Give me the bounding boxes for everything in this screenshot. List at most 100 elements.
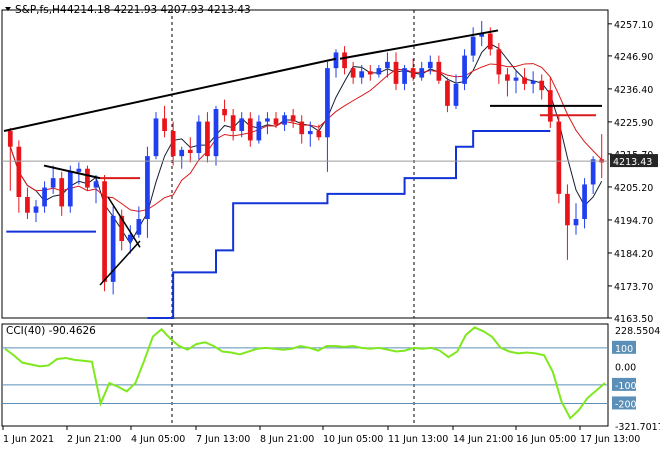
candle <box>342 46 347 75</box>
price-tick-label: 4257.10 <box>614 20 653 31</box>
candle <box>119 209 125 251</box>
candle-body <box>145 156 150 219</box>
candle <box>145 146 150 238</box>
price-tick-label: 4205.20 <box>614 183 653 194</box>
candle <box>265 112 270 135</box>
current-price-label: 4213.43 <box>613 157 652 168</box>
candle-body <box>290 115 296 122</box>
price-tick-label: 4173.70 <box>614 282 653 293</box>
price-tick-label: 4236.40 <box>614 85 653 96</box>
cci-tick-label: 228.5504 <box>615 326 660 337</box>
candle <box>427 55 433 75</box>
candle-body <box>205 121 210 157</box>
candle <box>376 65 382 78</box>
candle-body <box>333 52 339 69</box>
candle <box>93 175 99 204</box>
cci-panel <box>1 323 609 427</box>
candle-body <box>127 234 133 241</box>
candle-body <box>230 115 236 131</box>
support-step-line <box>147 130 551 319</box>
candle <box>179 146 185 169</box>
candle <box>325 61 330 172</box>
candle-body <box>342 52 347 69</box>
candle <box>247 112 253 147</box>
cci-tick-label: -321.7017 <box>615 422 660 433</box>
candle <box>196 115 202 160</box>
time-tick-label: 1 Jun 2021 <box>3 434 54 445</box>
candle <box>367 65 373 81</box>
candle-body <box>110 215 116 282</box>
candle <box>556 115 562 204</box>
candle-body <box>556 121 562 194</box>
candle-body <box>385 61 390 69</box>
candle-body <box>179 149 185 157</box>
candle <box>393 52 399 91</box>
candle <box>513 71 519 94</box>
candle-body <box>590 159 596 185</box>
candle <box>162 105 167 138</box>
time-tick-label: 4 Jun 05:00 <box>131 434 185 445</box>
candle-body <box>436 61 442 81</box>
candle-body <box>367 71 373 75</box>
candle-body <box>102 181 107 282</box>
price-tick-label: 4163.50 <box>614 314 653 325</box>
wedge-top-line <box>43 164 101 180</box>
candle <box>307 121 313 147</box>
candle-body <box>376 68 382 75</box>
candle <box>110 206 116 295</box>
candle <box>273 112 279 128</box>
candle <box>25 187 30 219</box>
candle <box>530 71 536 94</box>
candle <box>102 175 107 292</box>
upper-trendline <box>3 57 337 132</box>
candle-body <box>582 184 587 219</box>
time-tick-label: 10 Jun 05:00 <box>323 434 383 445</box>
candle <box>153 112 159 160</box>
candle <box>85 165 90 191</box>
candle-body <box>256 121 262 141</box>
candle <box>239 112 245 138</box>
cci-tick-label: -200 <box>615 399 637 410</box>
candle-body <box>470 36 476 56</box>
candle-body <box>16 146 22 197</box>
candle <box>419 61 425 81</box>
candle-body <box>350 68 356 78</box>
candle <box>7 127 13 191</box>
cci-tick-label: 100 <box>615 344 633 355</box>
cci-level-box <box>612 396 636 410</box>
cci-level-box <box>612 340 636 354</box>
candle-body <box>153 118 159 157</box>
wedge-line <box>107 196 141 248</box>
candle-body <box>93 181 99 188</box>
candle-body <box>76 168 82 172</box>
candle <box>230 109 236 141</box>
candle-body <box>462 55 467 84</box>
candle <box>256 115 262 144</box>
candle <box>316 124 322 141</box>
candle-body <box>299 121 305 135</box>
candle <box>410 58 416 81</box>
chart-title: S&P,fs,H4 <box>15 4 67 16</box>
candle-body <box>42 187 47 207</box>
price-tick-label: 4184.20 <box>614 249 653 260</box>
time-tick-label: 2 Jun 21:00 <box>67 434 121 445</box>
candle-body <box>522 77 527 84</box>
candle <box>359 65 365 84</box>
candle-body <box>162 118 167 131</box>
upper-trendline <box>339 29 499 60</box>
candle <box>50 165 56 194</box>
candle <box>136 206 142 238</box>
candle-body <box>170 131 176 157</box>
time-tick-label: 11 Jun 13:00 <box>388 434 448 445</box>
candle <box>187 137 193 163</box>
cci-tick-label: -100 <box>615 381 637 392</box>
candle <box>462 49 467 91</box>
candle <box>539 74 545 100</box>
candle-body <box>273 118 279 125</box>
cci-line <box>4 326 606 420</box>
candle <box>522 68 527 91</box>
price-tick-label: 4194.70 <box>614 216 653 227</box>
candle-body <box>487 33 493 50</box>
candle-body <box>25 197 30 213</box>
